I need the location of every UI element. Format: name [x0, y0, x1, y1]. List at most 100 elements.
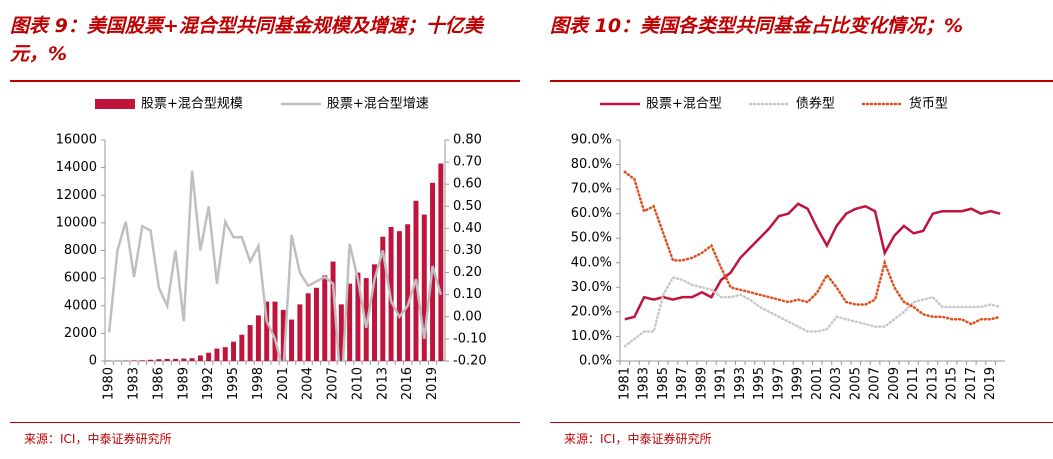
- y-tick-label: 80.0%: [571, 157, 612, 172]
- x-tick-label: 2001: [810, 367, 825, 400]
- y2-tick-label: 0.10: [453, 287, 482, 302]
- panel-right: 图表 10：美国各类型共同基金占比变化情况；% 0.0% 10.0% 20.0% 30…: [540, 0, 1053, 459]
- y-tick-label: 60.0%: [571, 206, 612, 221]
- x-tick-label: 2003: [829, 367, 844, 400]
- y-tick-label: 0: [89, 354, 97, 369]
- y2-tick-label: 0.40: [453, 221, 482, 236]
- y2-tick-label: 0.20: [453, 265, 482, 280]
- bar: [322, 275, 328, 361]
- line: [623, 170, 1002, 326]
- y2-tick-label: 0.30: [453, 243, 482, 258]
- bar: [139, 360, 145, 361]
- bar: [363, 278, 369, 361]
- legend-label: 股票+混合型规模: [141, 97, 243, 112]
- x-tick-label: 2009: [887, 367, 902, 400]
- bar: [214, 348, 220, 361]
- chart-title: 图表 9：美国股票+混合型共同基金规模及增速；十亿美元，%: [10, 15, 483, 65]
- x-tick-label: 2016: [400, 367, 415, 400]
- y2-tick-label: -0.20: [453, 354, 487, 369]
- line: [624, 202, 1001, 321]
- x-tick-label: 2015: [945, 367, 960, 400]
- bar: [131, 360, 137, 361]
- x-tick-label: 1985: [656, 367, 671, 400]
- y-tick-label: 50.0%: [571, 231, 612, 246]
- x-tick-label: 1997: [771, 367, 786, 400]
- bar: [206, 352, 212, 361]
- footer-rule: [10, 422, 520, 423]
- source: 来源：ICI，中泰证券研究所: [24, 432, 172, 446]
- chart: 0 2000 4000 6000 8000 10000 12000 14000 16000 -0.…: [56, 97, 487, 401]
- bar: [148, 359, 154, 361]
- x-tick-label: 2017: [964, 367, 979, 400]
- x-tick-label: 1991: [714, 367, 729, 400]
- y-tick-label: 0.0%: [579, 354, 612, 369]
- x-tick-label: 1989: [694, 367, 709, 400]
- y2-tick-label: 0.00: [453, 309, 482, 324]
- y-tick-label: 10000: [56, 215, 97, 230]
- chart-title: 图表 10：美国各类型共同基金占比变化情况；%: [550, 15, 964, 37]
- bar: [330, 261, 336, 361]
- y-tick-label: 14000: [56, 160, 97, 175]
- x-tick-label: 1995: [226, 367, 241, 400]
- x-tick-label: 1998: [251, 367, 266, 400]
- bar: [305, 293, 311, 361]
- bar: [313, 287, 319, 361]
- y-tick-label: 20.0%: [571, 304, 612, 319]
- x-tick-label: 2001: [276, 367, 291, 400]
- x-tick-label: 2010: [350, 367, 365, 400]
- y-tick-label: 10.0%: [571, 329, 612, 344]
- x-tick-label: 2013: [375, 367, 390, 400]
- x-tick-label: 1993: [733, 367, 748, 400]
- bar: [280, 309, 286, 361]
- x-tick-label: 2013: [925, 367, 940, 400]
- legend-swatch: [95, 99, 135, 109]
- bar: [189, 358, 195, 361]
- y-tick-label: 90.0%: [571, 133, 612, 148]
- x-tick-label: 2004: [301, 367, 316, 400]
- bar: [380, 236, 386, 361]
- bar: [372, 264, 377, 361]
- bar: [181, 358, 187, 361]
- x-tick-label: 1980: [102, 367, 117, 400]
- x-tick-label: 2007: [868, 367, 883, 400]
- bar: [405, 224, 411, 361]
- bar: [355, 272, 361, 361]
- bar: [421, 214, 427, 361]
- y-tick-label: 70.0%: [571, 182, 612, 197]
- bar: [297, 304, 303, 361]
- x-tick-label: 2019: [983, 367, 998, 400]
- panel-left: 图表 9：美国股票+混合型共同基金规模及增速；十亿美元，% 0 2000 4000 6…: [0, 0, 520, 459]
- line: [107, 170, 443, 361]
- bar: [338, 304, 344, 361]
- legend-label: 债券型: [796, 96, 835, 112]
- x-tick-label: 1983: [127, 367, 142, 400]
- y-tick-label: 30.0%: [571, 280, 612, 295]
- y-tick-label: 4000: [64, 298, 97, 313]
- y-tick-label: 40.0%: [571, 255, 612, 270]
- bar: [222, 347, 228, 361]
- bar: [272, 301, 278, 361]
- legend-label: 股票+混合型增速: [327, 97, 429, 112]
- bar: [289, 319, 295, 361]
- chart: 0.0% 10.0% 20.0% 30.0% 40.0% 50.0% 60.0% 70.0% 8…: [571, 96, 1005, 400]
- x-tick-label: 1986: [151, 367, 166, 400]
- legend-label: 货币型: [909, 96, 948, 112]
- x-tick-label: 1981: [617, 367, 632, 400]
- bar: [347, 283, 353, 361]
- x-tick-label: 1995: [752, 367, 767, 400]
- title-rule: [10, 80, 520, 82]
- bar: [247, 325, 253, 361]
- bar: [173, 358, 178, 361]
- y2-tick-label: -0.10: [453, 331, 487, 346]
- line: [623, 276, 1002, 348]
- x-tick-label: 2005: [848, 367, 863, 400]
- bar: [164, 358, 170, 361]
- x-tick-label: 2019: [425, 367, 440, 400]
- x-tick-label: 1989: [176, 367, 191, 400]
- bar: [438, 163, 444, 361]
- y-tick-label: 2000: [64, 326, 97, 341]
- bar: [231, 341, 237, 361]
- legend-label: 股票+混合型: [646, 97, 722, 112]
- bar: [255, 315, 261, 361]
- x-tick-label: 1987: [675, 367, 690, 400]
